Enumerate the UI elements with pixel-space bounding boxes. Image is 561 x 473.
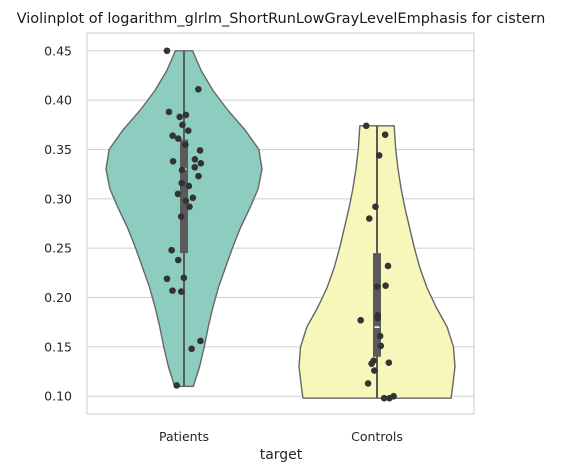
data-point <box>362 122 370 130</box>
y-tick-label: 0.30 <box>44 191 72 206</box>
data-point <box>179 121 186 129</box>
data-point <box>371 367 378 374</box>
data-point <box>177 288 185 295</box>
data-point <box>377 342 385 350</box>
data-point <box>376 332 384 340</box>
data-point <box>169 158 177 165</box>
y-tick-label: 0.25 <box>44 241 72 256</box>
x-axis-label: target <box>260 447 303 463</box>
data-point <box>382 282 389 289</box>
data-point <box>365 215 373 222</box>
data-point <box>182 111 190 119</box>
data-point <box>375 152 383 159</box>
data-point <box>191 163 199 171</box>
data-point <box>174 256 182 264</box>
data-point <box>182 197 190 205</box>
data-point <box>385 359 393 366</box>
data-point <box>163 47 171 55</box>
data-point <box>364 380 372 387</box>
data-point <box>372 203 379 211</box>
data-point <box>178 166 186 174</box>
data-point <box>169 132 176 139</box>
data-point <box>197 337 204 345</box>
data-point <box>180 274 188 282</box>
data-point <box>386 394 393 402</box>
data-point <box>176 113 184 121</box>
y-tick-label: 0.45 <box>44 43 72 58</box>
y-tick-label: 0.35 <box>44 142 72 157</box>
data-point <box>374 314 382 322</box>
data-point <box>357 316 364 324</box>
data-point <box>195 172 202 180</box>
data-point <box>373 283 381 290</box>
data-point <box>368 360 375 367</box>
data-point <box>197 159 205 167</box>
y-tick-label: 0.20 <box>44 290 72 305</box>
data-point <box>189 194 197 202</box>
data-point <box>169 287 176 294</box>
data-point <box>165 108 173 116</box>
data-point <box>380 394 388 402</box>
data-point <box>191 156 199 163</box>
data-point <box>186 203 193 211</box>
data-point <box>168 246 175 254</box>
data-point <box>184 127 192 135</box>
x-tick-label: Patients <box>159 429 209 444</box>
y-tick-label: 0.40 <box>44 93 72 108</box>
data-point <box>182 141 189 148</box>
data-point <box>188 345 195 353</box>
data-point <box>163 275 171 283</box>
violin-iqr-box <box>180 139 188 254</box>
data-point <box>174 190 182 198</box>
y-tick-label: 0.10 <box>44 389 72 404</box>
data-point <box>381 131 389 138</box>
data-point <box>384 262 392 270</box>
data-point <box>185 182 193 190</box>
data-point <box>177 213 185 220</box>
data-point <box>195 85 202 93</box>
data-point <box>196 147 204 154</box>
data-point <box>173 382 181 389</box>
plot-frame <box>86 32 475 415</box>
y-tick-label: 0.15 <box>44 339 72 354</box>
x-tick-label: Controls <box>351 429 403 444</box>
data-point <box>178 179 186 187</box>
chart-title: Violinplot of logarithm_glrlm_ShortRunLo… <box>17 11 546 27</box>
data-point <box>174 135 182 142</box>
violin-iqr-box <box>373 253 381 357</box>
